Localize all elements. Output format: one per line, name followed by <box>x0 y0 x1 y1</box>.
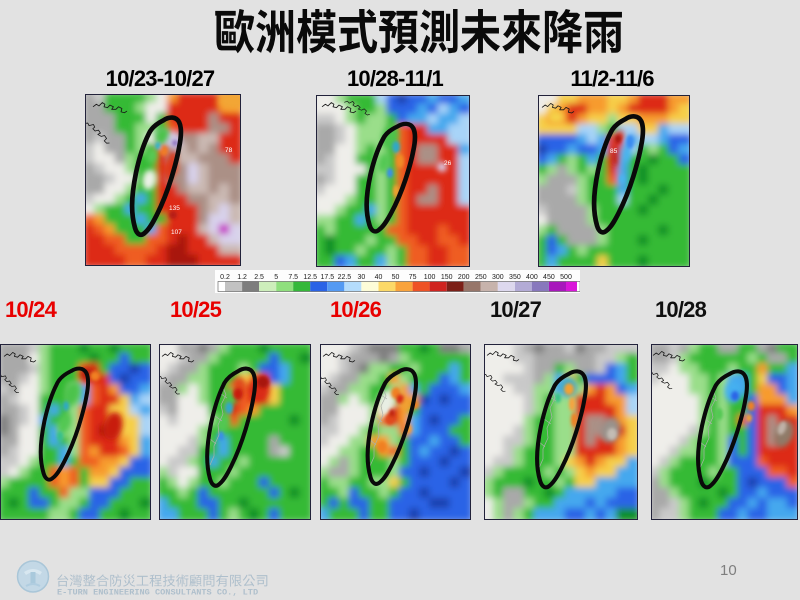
svg-text:250: 250 <box>475 274 487 281</box>
svg-text:450: 450 <box>543 274 555 281</box>
svg-text:40: 40 <box>375 274 383 281</box>
svg-text:7.5: 7.5 <box>288 274 298 281</box>
svg-text:350: 350 <box>509 274 521 281</box>
svg-text:500: 500 <box>560 274 572 281</box>
svg-text:5: 5 <box>274 274 278 281</box>
svg-text:135: 135 <box>169 205 180 212</box>
svg-text:30: 30 <box>358 274 366 281</box>
svg-text:78: 78 <box>225 147 233 154</box>
svg-text:100: 100 <box>424 274 436 281</box>
svg-text:150: 150 <box>441 274 453 281</box>
svg-text:1.2: 1.2 <box>237 274 247 281</box>
svg-text:400: 400 <box>526 274 538 281</box>
svg-text:0.2: 0.2 <box>220 274 230 281</box>
svg-text:26: 26 <box>444 160 452 167</box>
svg-text:2.5: 2.5 <box>254 274 264 281</box>
svg-text:75: 75 <box>409 274 417 281</box>
svg-text:E-TURN ENGINEERING CONSULTANTS: E-TURN ENGINEERING CONSULTANTS CO., LTD <box>57 588 258 598</box>
svg-text:12.5: 12.5 <box>303 274 317 281</box>
svg-text:200: 200 <box>458 274 470 281</box>
svg-text:50: 50 <box>392 274 400 281</box>
svg-text:22.5: 22.5 <box>338 274 352 281</box>
svg-text:17.5: 17.5 <box>320 274 334 281</box>
svg-text:85: 85 <box>610 148 618 155</box>
svg-text:107: 107 <box>171 229 182 236</box>
svg-text:300: 300 <box>492 274 504 281</box>
